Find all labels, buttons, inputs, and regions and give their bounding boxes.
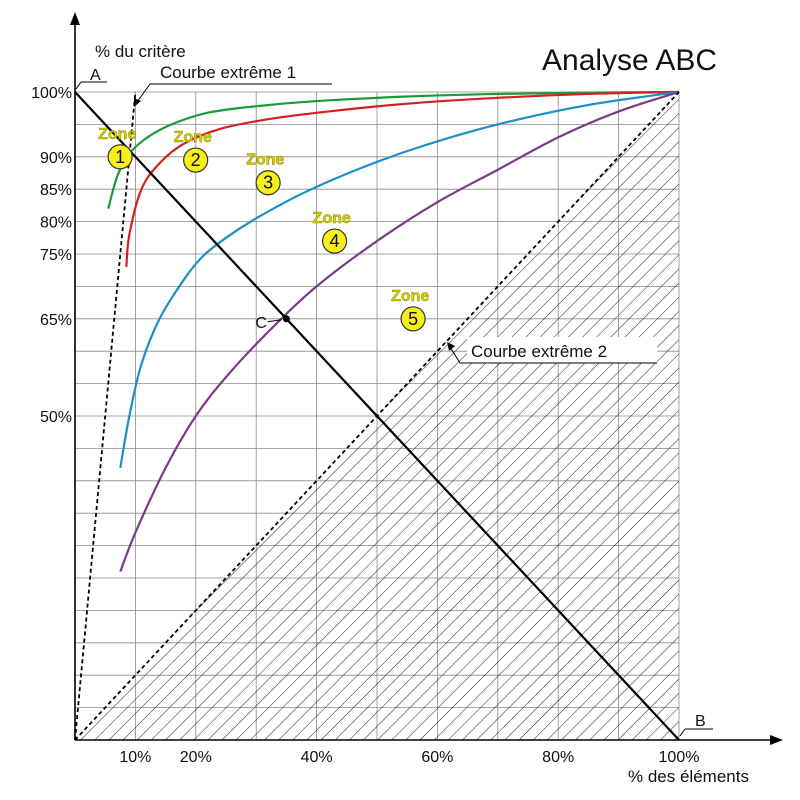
axes — [70, 12, 783, 745]
x-tick-label: 20% — [180, 749, 212, 766]
annotation-courbe-1: Courbe extrême 1 — [134, 63, 332, 107]
point-c: C — [255, 315, 290, 332]
y-axis-label: % du critère — [95, 42, 186, 61]
series-line-4 — [119, 90, 680, 572]
annotation-arrow-icon — [447, 342, 455, 351]
zone-marker-5: Zone 5 — [391, 288, 430, 332]
chart-title: Analyse ABC — [542, 44, 717, 77]
zone-word: Zone — [246, 152, 284, 169]
annotation-label: Courbe extrême 1 — [160, 63, 296, 82]
points-layer: A B C — [75, 67, 713, 737]
y-axis-arrow-icon — [70, 12, 80, 25]
series-line-3 — [119, 90, 680, 469]
x-tick-label: 40% — [301, 749, 333, 766]
zone-circle — [255, 170, 281, 196]
series-line-7 — [74, 91, 680, 741]
x-tick-label: 80% — [542, 749, 574, 766]
annotation-label: Courbe extrême 2 — [471, 342, 607, 361]
zone-word: Zone — [98, 126, 136, 143]
zone-number: 2 — [191, 150, 201, 170]
point-leader — [75, 81, 82, 90]
zone-marker-1: Zone 1 — [98, 126, 137, 170]
annotation-leader — [136, 83, 151, 103]
y-tick-label: 50% — [40, 409, 72, 426]
series-line-6 — [74, 91, 137, 741]
tick-labels: 10% 20% 40% 60% 80% 100% 100% 90% 85% 80% 75% 65% 50… — [31, 85, 699, 766]
x-tick-label: 100% — [659, 749, 700, 766]
series-line-2 — [125, 90, 680, 268]
x-axis-label: % des éléments — [628, 767, 749, 786]
y-tick-label: 65% — [40, 312, 72, 329]
zone-number: 4 — [330, 231, 340, 251]
x-tick-label: 10% — [119, 749, 151, 766]
zone-word: Zone — [391, 288, 429, 305]
annotation-courbe-2: Courbe extrême 2 — [447, 337, 657, 364]
zone-word: Zone — [313, 210, 351, 227]
point-label: A — [90, 67, 101, 84]
point-leader — [679, 728, 686, 737]
zone-circle — [107, 144, 133, 170]
annotation-arrow-icon — [134, 98, 141, 107]
zone-circle — [400, 306, 426, 332]
y-tick-label: 80% — [40, 215, 72, 232]
zone-number: 1 — [115, 147, 125, 167]
y-tick-label: 85% — [40, 182, 72, 199]
zone-word: Zone — [174, 129, 212, 146]
zone-number: 5 — [408, 309, 418, 329]
annotation-box — [467, 337, 657, 363]
annotation-leader — [449, 346, 461, 364]
x-axis-arrow-icon — [770, 735, 783, 745]
zone-circle — [321, 228, 348, 254]
point-leader — [267, 319, 282, 323]
zone-circle — [183, 147, 209, 173]
zone-marker-3: Zone 3 — [246, 151, 285, 196]
point-b: B — [679, 713, 713, 737]
zone-marker-4: Zone 4 — [312, 210, 351, 254]
zone-marker-2: Zone 2 — [173, 129, 212, 173]
point-a: A — [75, 67, 107, 90]
point-marker — [282, 315, 290, 323]
y-tick-label: 75% — [40, 247, 72, 264]
y-tick-label: 90% — [40, 150, 72, 167]
zones-layer: Zone 1 Zone 2 Zone 3 Zone 4 Zone 5 — [98, 126, 430, 332]
x-tick-label: 60% — [421, 749, 453, 766]
zone-number: 3 — [263, 173, 273, 193]
point-label: C — [255, 315, 267, 332]
point-label: B — [695, 713, 706, 730]
y-tick-label: 100% — [31, 85, 72, 102]
